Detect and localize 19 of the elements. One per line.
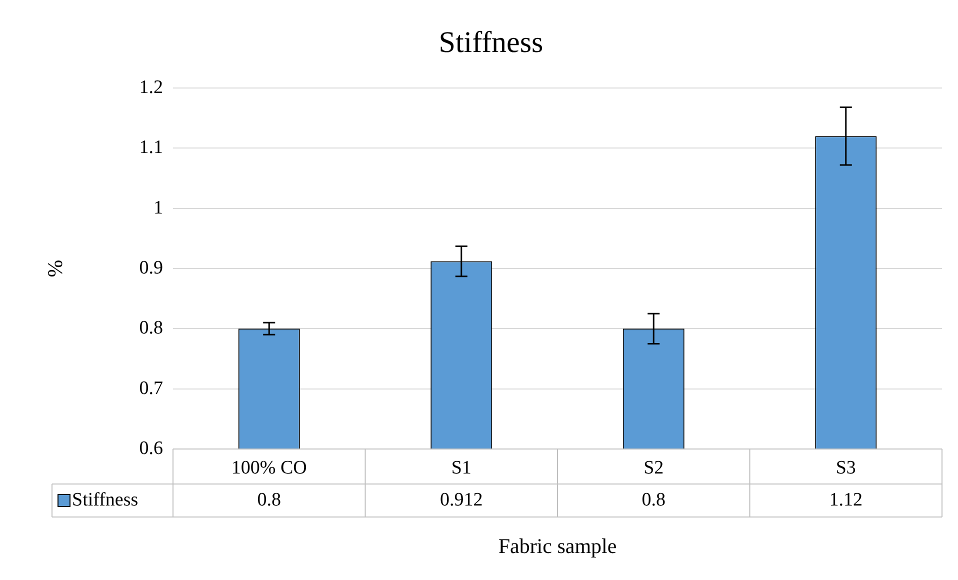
y-tick-label: 1.1	[139, 137, 163, 158]
legend-label: Stiffness	[72, 489, 138, 510]
chart-title: Stiffness	[438, 26, 544, 59]
x-tick-label: 100% CO	[231, 457, 307, 478]
data-label: 0.912	[440, 489, 483, 510]
y-tick-label: 1.2	[139, 76, 163, 98]
y-tick-label: 0.7	[139, 378, 163, 399]
y-tick-label: 0.8	[139, 318, 163, 339]
x-axis-title: Fabric sample	[498, 534, 617, 558]
y-tick-label: 0.6	[139, 438, 163, 459]
x-tick-label: S1	[451, 457, 472, 478]
y-tick-label: 1	[154, 197, 163, 218]
data-label: 0.8	[257, 489, 281, 510]
y-axis-title: %	[43, 260, 68, 278]
y-tick-label: 0.9	[139, 257, 163, 278]
x-tick-label: S3	[836, 457, 856, 478]
x-tick-label: S2	[644, 457, 664, 478]
data-label: 1.12	[829, 489, 862, 510]
data-label: 0.8	[642, 489, 666, 510]
